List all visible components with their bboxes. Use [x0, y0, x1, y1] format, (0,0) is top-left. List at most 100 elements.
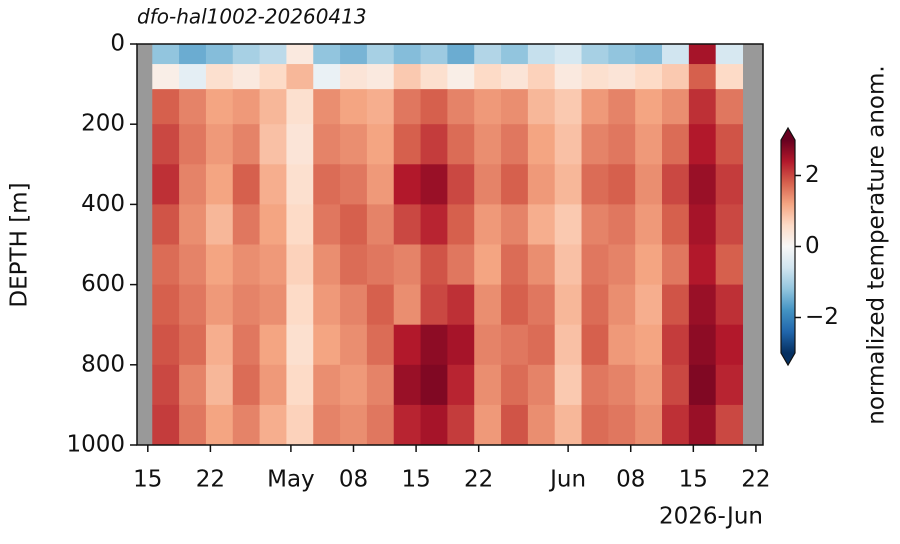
- heat-cell: [179, 404, 207, 446]
- heat-cell: [474, 164, 502, 205]
- heat-cell: [286, 404, 314, 446]
- heat-cell: [232, 64, 261, 90]
- heat-cell: [715, 364, 744, 406]
- heat-cell: [554, 89, 583, 125]
- heat-cell: [581, 364, 609, 406]
- heat-cell: [232, 204, 261, 245]
- heat-cell: [527, 244, 556, 286]
- heat-cell: [232, 164, 261, 205]
- heat-cell: [340, 44, 368, 65]
- heat-cell: [286, 89, 314, 125]
- heat-cell: [205, 284, 234, 326]
- heat-cell: [286, 124, 314, 165]
- heat-cell: [581, 284, 609, 326]
- heat-cell: [420, 89, 448, 125]
- heat-cell: [474, 44, 502, 65]
- heat-cell: [232, 244, 261, 286]
- heat-cell: [635, 164, 663, 205]
- heat-cell: [179, 364, 207, 406]
- heat-cell: [608, 404, 636, 446]
- heat-cell: [662, 204, 690, 245]
- heat-cell: [179, 204, 207, 245]
- heat-cell: [501, 89, 529, 125]
- y-tick-label: 1000: [66, 432, 125, 458]
- x-tick-label: Jun: [548, 467, 586, 493]
- heat-cell: [447, 324, 475, 366]
- heat-cell: [179, 89, 207, 125]
- heat-cell: [393, 204, 422, 245]
- x-tick-label: 08: [339, 467, 368, 493]
- heat-cell: [259, 324, 287, 366]
- heat-cell: [420, 164, 448, 205]
- heat-cell: [688, 44, 717, 65]
- heat-cell: [366, 44, 395, 65]
- heat-cell: [259, 124, 287, 165]
- heat-cell: [313, 364, 341, 406]
- heat-cell: [340, 124, 368, 165]
- heat-cell: [635, 64, 663, 90]
- heat-cell: [554, 44, 583, 65]
- heat-cell: [313, 404, 341, 446]
- heat-cell: [179, 284, 207, 326]
- heat-cell: [608, 64, 636, 90]
- x-tick-label: 22: [464, 467, 493, 493]
- heat-cell: [313, 124, 341, 165]
- heat-cell: [340, 284, 368, 326]
- heat-cell: [688, 324, 717, 366]
- heat-cell: [715, 44, 744, 65]
- heat-cell: [662, 404, 690, 446]
- heat-cell: [340, 324, 368, 366]
- heat-cell: [608, 89, 636, 125]
- heat-cell: [232, 284, 261, 326]
- heat-cell: [393, 324, 422, 366]
- y-tick-label: 600: [81, 271, 125, 297]
- heat-cell: [527, 404, 556, 446]
- x-tick-label: 22: [741, 467, 770, 493]
- heat-cell: [205, 124, 234, 165]
- heat-cell: [447, 404, 475, 446]
- heat-cell: [447, 364, 475, 406]
- heat-cell: [313, 324, 341, 366]
- heat-cell: [259, 404, 287, 446]
- colorbar-extend-min: [781, 353, 795, 365]
- heat-cell: [715, 204, 744, 245]
- heat-cell: [688, 204, 717, 245]
- heat-cell: [259, 364, 287, 406]
- heat-cell: [501, 364, 529, 406]
- heat-cell: [635, 284, 663, 326]
- heat-cell: [393, 124, 422, 165]
- y-tick-label: 0: [110, 31, 125, 57]
- heat-cell: [635, 204, 663, 245]
- heat-cell: [474, 364, 502, 406]
- heat-cell: [313, 284, 341, 326]
- colorbar-tick-label: 2: [805, 162, 820, 188]
- heat-cell: [366, 364, 395, 406]
- heat-cell: [152, 284, 180, 326]
- heat-cell: [393, 44, 422, 65]
- heat-cell: [474, 64, 502, 90]
- heat-cell: [420, 404, 448, 446]
- heat-cell: [715, 164, 744, 205]
- heat-cell: [393, 404, 422, 446]
- colorbar-tick-label: 0: [805, 233, 820, 259]
- heat-cell: [447, 244, 475, 286]
- heat-cell: [152, 364, 180, 406]
- heat-cell: [474, 204, 502, 245]
- heat-cell: [581, 89, 609, 125]
- heat-cell: [688, 89, 717, 125]
- heat-cell: [501, 244, 529, 286]
- heat-cell: [205, 404, 234, 446]
- heat-cell: [420, 204, 448, 245]
- heat-cell: [527, 89, 556, 125]
- heat-cell: [259, 44, 287, 65]
- heat-cell: [688, 364, 717, 406]
- heat-cell: [179, 324, 207, 366]
- heat-cell: [179, 164, 207, 205]
- heat-cell: [635, 44, 663, 65]
- heat-cell: [205, 64, 234, 90]
- heat-cell: [393, 164, 422, 205]
- heat-cell: [259, 164, 287, 205]
- heat-cell: [420, 44, 448, 65]
- heat-cell: [554, 364, 583, 406]
- heat-cell: [313, 64, 341, 90]
